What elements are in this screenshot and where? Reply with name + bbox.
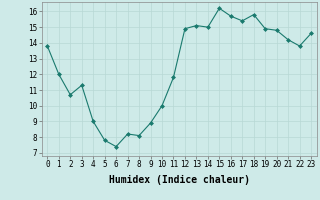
X-axis label: Humidex (Indice chaleur): Humidex (Indice chaleur) [109,175,250,185]
